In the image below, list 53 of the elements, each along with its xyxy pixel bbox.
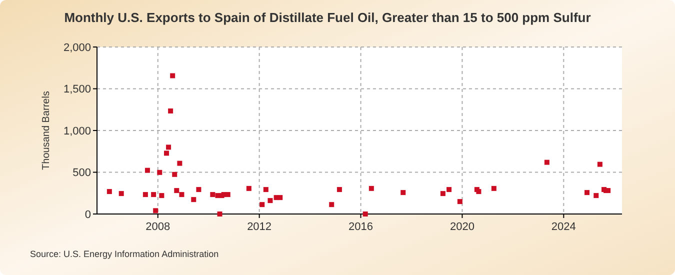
point xyxy=(157,170,162,175)
x-tick-label: 2008 xyxy=(146,221,170,233)
source-note: Source: U.S. Energy Information Administration xyxy=(30,249,219,259)
point xyxy=(329,202,334,208)
y-tick-label: 500 xyxy=(72,167,91,180)
point xyxy=(168,108,174,114)
y-axis-title: Thousand Barrels xyxy=(41,91,52,170)
point xyxy=(584,190,590,196)
x-tick-label: 2020 xyxy=(450,221,474,233)
y-tick-label: 1,000 xyxy=(63,125,91,138)
point xyxy=(400,190,406,196)
point xyxy=(159,193,164,198)
point xyxy=(166,144,172,150)
point xyxy=(164,150,169,156)
point xyxy=(191,197,196,202)
point xyxy=(246,186,252,191)
chart-title: Monthly U.S. Exports to Spain of Distillate Fuel Oil, Greater than 15 to 500 ppm Sulfur xyxy=(64,10,591,25)
point xyxy=(263,187,268,192)
point xyxy=(597,162,602,167)
x-tick-label: 2024 xyxy=(551,221,576,233)
point xyxy=(260,202,265,208)
point xyxy=(594,193,599,198)
point xyxy=(196,187,202,192)
point xyxy=(170,73,176,78)
point xyxy=(151,192,156,198)
point xyxy=(179,192,184,198)
point xyxy=(177,160,182,166)
point xyxy=(446,187,452,192)
x-tick-label: 2012 xyxy=(247,221,272,233)
point xyxy=(440,191,446,196)
point xyxy=(153,208,158,214)
point xyxy=(144,168,150,173)
point xyxy=(106,189,112,194)
point xyxy=(491,186,496,191)
point xyxy=(225,192,230,198)
point xyxy=(142,192,148,198)
point xyxy=(278,195,283,200)
point xyxy=(210,192,216,198)
point xyxy=(174,188,180,194)
y-tick-label: 2,000 xyxy=(63,42,91,54)
y-tick-label: 0 xyxy=(84,208,91,221)
point xyxy=(215,193,220,198)
point xyxy=(362,212,368,216)
x-tick-label: 2016 xyxy=(348,221,374,233)
point xyxy=(544,160,550,165)
point xyxy=(336,187,342,192)
point xyxy=(118,191,124,196)
point xyxy=(268,198,273,204)
point xyxy=(368,186,374,191)
point xyxy=(172,172,178,177)
point xyxy=(457,199,462,204)
y-tick-label: 1,500 xyxy=(63,84,91,96)
point xyxy=(217,212,222,216)
